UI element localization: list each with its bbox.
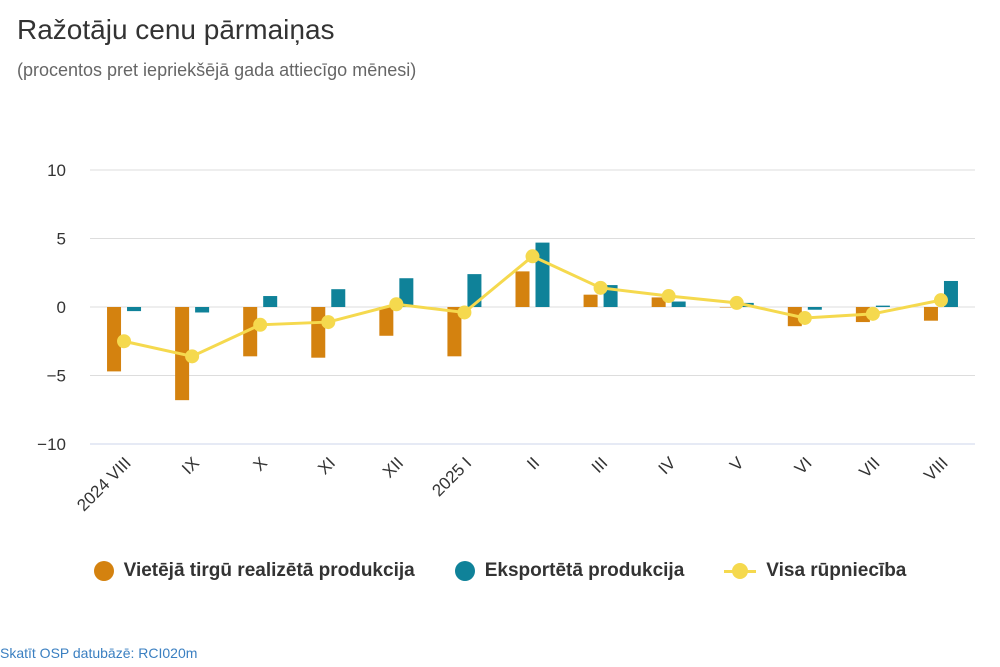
y-tick-label: 5 [57,230,66,249]
legend-label-domestic: Vietējā tirgū realizētā produkcija [123,560,415,581]
legend-label-total: Visa rūpniecība [766,560,907,581]
legend-line-total [724,561,757,581]
point-total [389,297,404,312]
x-tick-label: VII [856,453,884,481]
legend-item-total[interactable]: Visa rūpniecība [724,560,906,582]
point-total [525,249,540,264]
y-tick-label: 0 [57,298,66,317]
bar-domestic [447,307,462,357]
bar-export [399,278,414,307]
page-subtitle: (procentos pret iepriekšējā gada attiecī… [17,60,417,80]
bar-domestic [583,294,598,307]
x-tick-label: 2025 I [428,453,475,500]
bar-export [875,305,890,307]
bar-export [195,307,210,313]
bar-export [467,274,482,307]
x-tick-label: IX [178,453,203,478]
bar-domestic [379,307,394,336]
x-tick-label: XI [314,453,339,478]
point-total [933,293,948,308]
point-total [661,289,676,304]
bar-domestic [107,307,122,372]
bar-domestic [243,307,258,357]
legend-item-export[interactable]: Eksportētā produkcija [454,560,685,582]
legend-swatch-export [454,561,475,581]
point-total [185,349,200,364]
page-title: Ražotāju cenu pārmaiņas [17,14,335,45]
bar-domestic [923,307,938,321]
point-total [797,310,812,325]
x-tick-label: II [523,453,543,473]
y-tick-label: −5 [47,367,66,386]
bar-domestic [311,307,326,358]
x-tick-label: XII [379,453,407,481]
x-tick-label: VI [791,453,816,478]
x-tick-label: 2024 VIII [73,453,135,515]
bar-domestic [719,307,734,308]
x-tick-label: VIII [920,453,951,484]
bar-export [807,307,822,310]
y-tick-label: 10 [47,161,66,180]
x-tick-label: V [726,453,748,475]
bar-export [263,296,278,307]
legend-item-domestic[interactable]: Vietējā tirgū realizētā produkcija [93,560,415,582]
point-total [117,334,132,349]
point-total [729,295,744,310]
legend: Vietējā tirgū realizētā produkcija Ekspo… [0,560,1000,582]
point-total [321,315,336,330]
bar-export [127,307,142,312]
legend-label-export: Eksportētā produkcija [484,560,685,581]
source-link[interactable]: Skatīt OSP datubāzē: RCI020m [0,645,198,661]
bar-export [331,289,346,307]
point-total [253,317,268,332]
point-total [457,305,472,320]
legend-swatch-domestic [93,561,114,581]
point-total [593,280,608,295]
y-tick-label: −10 [37,435,66,454]
bar-export [671,301,686,307]
bar-domestic [651,297,666,307]
point-total [865,306,880,321]
x-tick-label: IV [655,453,680,478]
x-tick-label: X [250,453,271,474]
bar-domestic [515,271,530,307]
x-tick-label: III [588,453,611,476]
